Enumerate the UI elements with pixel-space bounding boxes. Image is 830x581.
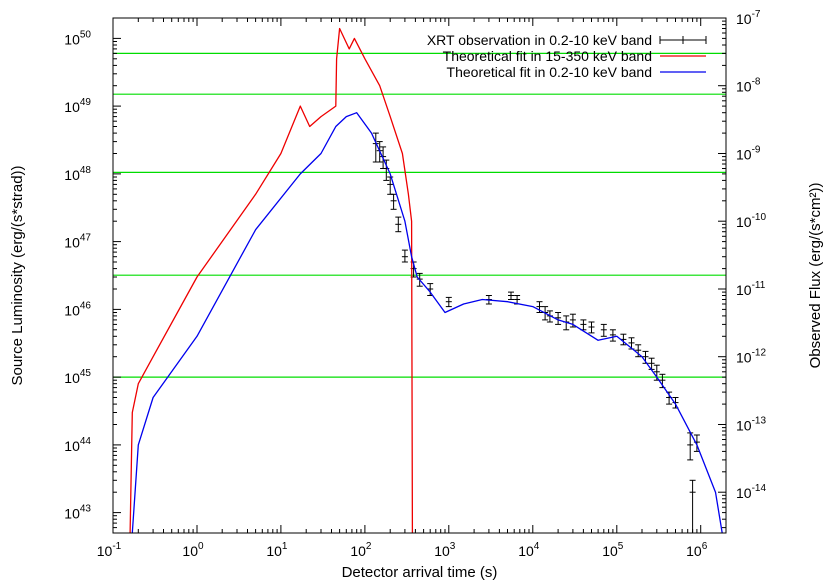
data-point (401, 249, 408, 263)
y2-tick-label: 10-12 (736, 348, 766, 366)
x-tick-label: 100 (182, 541, 204, 559)
x-tick-label: 106 (686, 541, 708, 559)
y2-tick-label: 10-9 (736, 145, 761, 163)
y-tick-label: 1049 (64, 97, 91, 115)
y-tick-label: 1045 (64, 368, 91, 386)
y2-axis-label: Observed Flux (erg/(s*cm²)) (807, 183, 824, 369)
reference-lines (113, 52, 726, 378)
data-point (580, 319, 587, 331)
y-tick-label: 1043 (64, 504, 91, 522)
data-point (508, 291, 514, 300)
data-point (588, 321, 595, 334)
data-point (600, 323, 607, 337)
data-point (635, 344, 642, 358)
y2-tick-label: 10-14 (736, 483, 766, 501)
y2-tick-label: 10-7 (736, 9, 761, 27)
y2-tick-label: 10-10 (736, 212, 766, 230)
data-point (395, 216, 402, 233)
legend: XRT observation in 0.2-10 keV bandTheore… (427, 32, 707, 80)
series-layer (129, 27, 723, 533)
y-tick-label: 1046 (64, 300, 91, 318)
plot-frame (112, 17, 727, 534)
y-axis-label: Source Luminosity (erg/(s*strad)) (9, 165, 26, 385)
x-axis-label: Detector arrival time (s) (342, 564, 498, 581)
axis-ticks (112, 17, 727, 534)
y-tick-label: 1048 (64, 165, 91, 183)
y2-tick-label: 10-13 (736, 416, 766, 434)
xrt-observation-points (372, 132, 700, 533)
data-point (445, 296, 452, 308)
data-point (672, 397, 679, 409)
x-tick-label: 102 (350, 541, 372, 559)
series-line-xrt-fit (131, 112, 723, 533)
y-tick-label: 1044 (64, 436, 91, 454)
data-point (609, 329, 616, 342)
y-tick-label: 1047 (64, 233, 91, 251)
y2-tick-label: 10-11 (736, 280, 766, 298)
x-tick-label: 103 (434, 541, 456, 559)
x-tick-label: 10-1 (97, 541, 122, 559)
legend-label: Theoretical fit in 0.2-10 keV band (447, 64, 652, 80)
x-tick-label: 105 (602, 541, 624, 559)
legend-label: XRT observation in 0.2-10 keV band (427, 32, 652, 48)
y2-tick-label: 10-8 (736, 77, 761, 95)
x-tick-label: 101 (266, 541, 288, 559)
y-tick-label: 1050 (64, 29, 91, 47)
legend-label: Theoretical fit in 15-350 keV band (443, 48, 652, 64)
data-point (689, 479, 696, 533)
tick-labels: 10-1 100 101 102 103 104 105 106 1043 1044 1045 104… (64, 9, 766, 559)
x-tick-label: 104 (518, 541, 540, 559)
data-point (555, 312, 562, 325)
series-line-bat-fit (129, 27, 414, 533)
data-point (390, 193, 397, 210)
